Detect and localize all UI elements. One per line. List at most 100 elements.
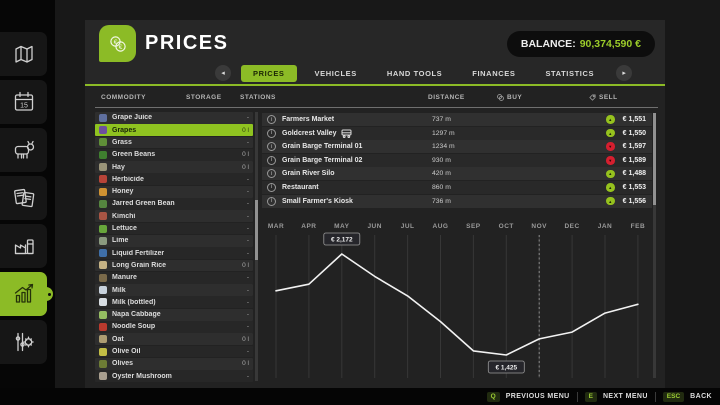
commodity-storage-value: - xyxy=(246,323,249,331)
station-row[interactable]: i Grain Barge Terminal 01 1234 m ▼ € 1,597 xyxy=(262,140,652,154)
station-row[interactable]: i Grain Barge Terminal 02 930 m ▼ € 1,589 xyxy=(262,153,652,167)
commodity-row[interactable]: Green Beans 0 l xyxy=(95,148,253,161)
commodity-row[interactable]: Liquid Fertilizer - xyxy=(95,247,253,260)
info-icon[interactable]: i xyxy=(267,115,276,124)
station-row[interactable]: i Restaurant 860 m ▲ € 1,553 xyxy=(262,180,652,194)
commodity-row[interactable]: Long Grain Rice 0 l xyxy=(95,259,253,272)
key-badge-e: E xyxy=(584,391,597,402)
sidebar-item-contracts[interactable] xyxy=(0,176,47,220)
price-annotation-box xyxy=(323,232,361,246)
sidebar-item-map[interactable] xyxy=(0,32,47,76)
tab-vehicles[interactable]: VEHICLES xyxy=(314,68,357,78)
station-sell-price: € 1,597 xyxy=(622,143,646,151)
map-icon xyxy=(11,41,37,67)
commodity-name: Long Grain Rice xyxy=(112,261,167,269)
commodity-row[interactable]: Noodle Soup - xyxy=(95,321,253,333)
station-sell-price: € 1,556 xyxy=(622,197,646,205)
price-annotation-label: € 2,172 xyxy=(331,237,353,244)
commodity-name: Honey xyxy=(112,188,134,196)
svg-text:15: 15 xyxy=(20,103,28,110)
sidebar-item-calendar[interactable]: 15 xyxy=(0,80,47,124)
station-sell-price: € 1,488 xyxy=(622,170,646,178)
station-name: Small Farmer's Kiosk xyxy=(282,197,353,205)
tabs-prev-arrow-icon[interactable]: ◂ xyxy=(215,65,231,81)
commodity-storage-value: 0 l xyxy=(242,261,249,269)
commodity-row[interactable]: Milk (bottled) - xyxy=(95,296,253,309)
commodity-name: Green Beans xyxy=(112,151,156,159)
price-trend-up-icon: ▲ xyxy=(606,169,615,179)
info-icon[interactable]: i xyxy=(267,196,276,206)
tab-hand-tools[interactable]: HAND TOOLS xyxy=(386,68,443,78)
kimchi-icon xyxy=(99,212,107,221)
chart-month-label: NOV xyxy=(531,223,547,230)
train-icon xyxy=(341,129,352,138)
footer-action-label: NEXT MENU xyxy=(602,393,648,400)
prices-panel: € € PRICES BALANCE: 90,374,590 € ◂ PRICE… xyxy=(85,20,665,389)
station-row[interactable]: i Goldcrest Valley 1297 m ▲ € 1,550 xyxy=(262,126,652,140)
station-distance: 1297 m xyxy=(432,129,455,137)
commodity-scrollbar[interactable] xyxy=(255,112,258,381)
station-name: Grain Barge Terminal 02 xyxy=(282,156,363,164)
lettuce-icon xyxy=(99,224,107,233)
info-icon[interactable]: i xyxy=(267,182,276,192)
info-icon[interactable]: i xyxy=(267,169,276,179)
commodity-row[interactable]: Lime - xyxy=(95,234,253,247)
price-trend-up-icon: ▲ xyxy=(606,115,615,124)
commodity-row[interactable]: Olives 0 l xyxy=(95,357,253,370)
commodity-row[interactable]: Hay 0 l xyxy=(95,161,253,173)
commodity-row[interactable]: Napa Cabbage - xyxy=(95,308,253,321)
sidebar-item-animals[interactable] xyxy=(0,128,47,172)
commodity-row[interactable]: Kimchi - xyxy=(95,210,253,223)
commodity-row[interactable]: Manure - xyxy=(95,271,253,284)
station-name: Farmers Market xyxy=(282,116,335,123)
commodity-name: Manure xyxy=(112,274,137,282)
commodity-storage-value: 0 l xyxy=(242,163,249,171)
footer-action-back[interactable]: ESC BACK xyxy=(662,391,712,402)
commodity-scrollbar-thumb[interactable] xyxy=(255,200,258,260)
stations-scrollbar-thumb[interactable] xyxy=(653,113,656,205)
footer-divider xyxy=(654,391,656,402)
commodity-row[interactable]: Olive Oil - xyxy=(95,345,253,358)
commodity-row[interactable]: Honey - xyxy=(95,185,253,198)
tab-statistics[interactable]: STATISTICS xyxy=(545,68,595,78)
commodity-row[interactable]: Herbicide - xyxy=(95,173,253,186)
info-icon[interactable]: i xyxy=(267,155,276,165)
commodity-name: Olives xyxy=(112,360,134,368)
footer-action-label: BACK xyxy=(690,393,712,400)
stations-scrollbar[interactable] xyxy=(653,113,656,378)
tabs-next-arrow-icon[interactable]: ▸ xyxy=(616,65,633,81)
footer-action-previous-menu[interactable]: Q PREVIOUS MENU xyxy=(486,391,570,402)
price-trend-up-icon: ▲ xyxy=(606,128,615,138)
commodity-row[interactable]: Grapes 0 l xyxy=(95,124,253,137)
key-badge-esc: ESC xyxy=(662,391,685,402)
station-row[interactable]: i Grain River Silo 420 m ▲ € 1,488 xyxy=(262,167,652,181)
commodity-name: Noodle Soup xyxy=(112,323,156,331)
info-icon[interactable]: i xyxy=(267,128,276,138)
sidebar-item-production[interactable] xyxy=(0,224,47,268)
tab-prices[interactable]: PRICES xyxy=(241,64,297,82)
grapes-icon xyxy=(99,126,107,135)
sidebar-item-statistics[interactable] xyxy=(0,272,53,316)
commodity-row[interactable]: Jarred Green Bean - xyxy=(95,198,253,210)
price-annotation-label: € 1,425 xyxy=(495,365,517,372)
commodity-row[interactable]: Oat 0 l xyxy=(95,333,253,346)
commodity-row[interactable]: Grass - xyxy=(95,136,253,149)
station-distance: 420 m xyxy=(432,170,451,178)
balance-label: BALANCE: xyxy=(520,38,576,50)
station-row[interactable]: i Farmers Market 737 m ▲ € 1,551 xyxy=(262,113,652,126)
commodity-row[interactable]: Grape Juice - xyxy=(95,112,253,124)
active-tab-underline xyxy=(85,84,665,86)
tab-finances[interactable]: FINANCES xyxy=(472,68,516,78)
price-annotation-box xyxy=(487,360,525,374)
info-icon[interactable]: i xyxy=(267,142,276,152)
footer-action-next-menu[interactable]: E NEXT MENU xyxy=(584,391,648,402)
commodity-row[interactable]: Milk - xyxy=(95,284,253,296)
commodity-name: Olive Oil xyxy=(112,348,141,356)
station-row[interactable]: i Small Farmer's Kiosk 736 m ▲ € 1,556 xyxy=(262,194,652,208)
commodity-row[interactable]: Oyster Mushroom - xyxy=(95,370,253,383)
commodity-row[interactable]: Lettuce - xyxy=(95,222,253,235)
sidebar-item-settings[interactable] xyxy=(0,320,47,364)
price-history-chart: MAR APR MAY JUN JUL AUG SEP OCT NOV DEC JAN FEB € 2,… xyxy=(268,223,645,378)
hay-icon xyxy=(99,163,107,172)
commodity-storage-value: - xyxy=(246,175,249,183)
